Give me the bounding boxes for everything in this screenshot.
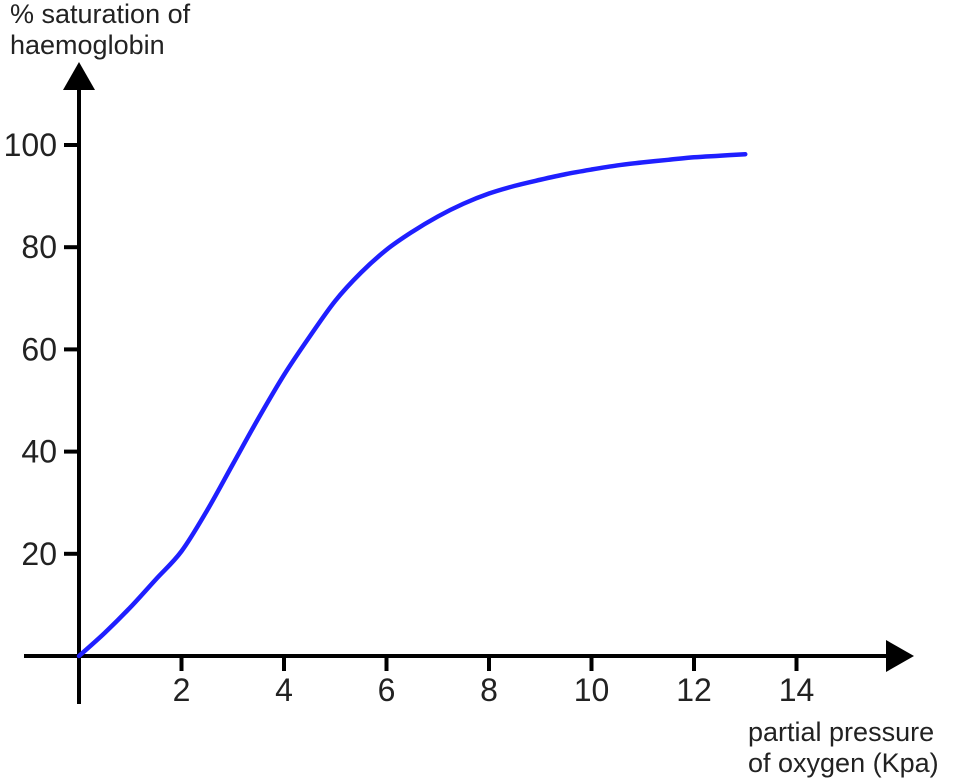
x-axis-arrowhead (886, 640, 914, 672)
x-tick-label-4: 4 (275, 672, 293, 708)
y-tick-label-20: 20 (21, 536, 57, 572)
x-axis-title-line-1: partial pressure (748, 717, 934, 747)
y-tick-label-40: 40 (21, 434, 57, 470)
x-axis-title-line-2: of oxygen (Kpa) (748, 748, 939, 778)
saturation-curve (76, 151, 748, 659)
x-tick-label-8: 8 (480, 672, 498, 708)
y-ticks: 20 40 60 80 100 (4, 127, 79, 572)
x-tick-label-12: 12 (676, 672, 712, 708)
y-axis-arrowhead (63, 62, 95, 90)
x-ticks: 2 4 6 8 10 12 14 (173, 656, 815, 708)
x-tick-label-10: 10 (574, 672, 610, 708)
y-tick-label-100: 100 (4, 127, 57, 163)
y-tick-label-80: 80 (21, 229, 57, 265)
y-tick-label-60: 60 (21, 331, 57, 367)
y-axis-title-line-2: haemoglobin (10, 30, 165, 60)
x-tick-label-14: 14 (779, 672, 815, 708)
x-tick-label-6: 6 (378, 672, 396, 708)
y-axis-title-line-1: % saturation of (10, 0, 191, 29)
x-tick-label-2: 2 (173, 672, 191, 708)
